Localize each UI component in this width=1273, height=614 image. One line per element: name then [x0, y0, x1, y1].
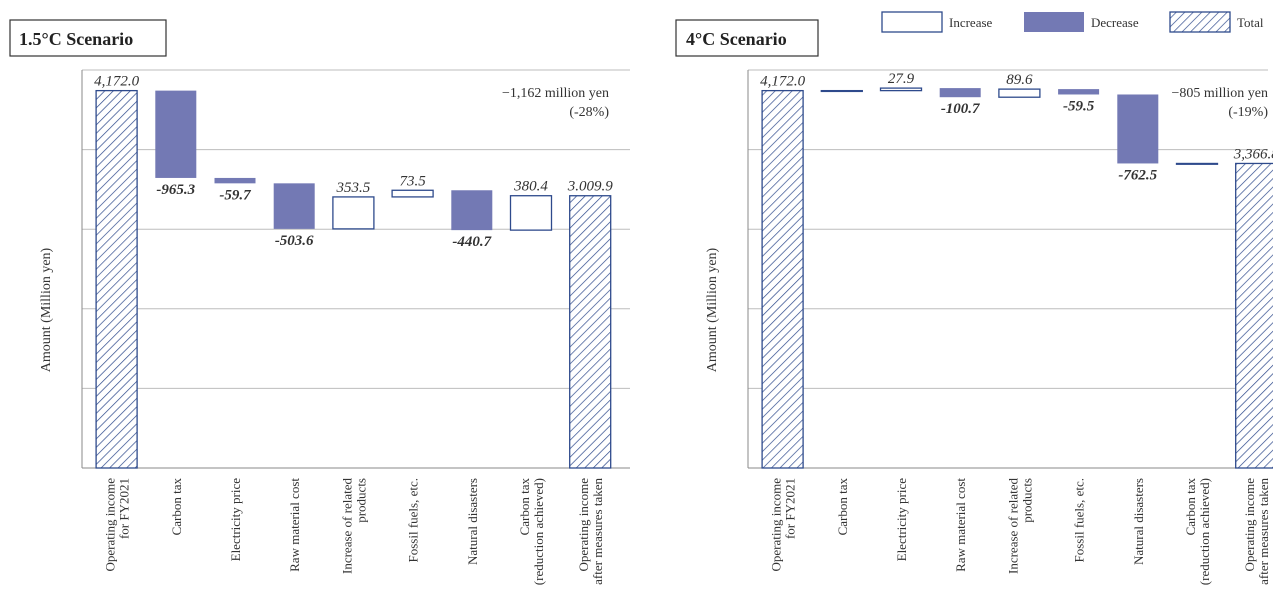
x-tick-label: Increase of related [339, 478, 354, 574]
bar-decrease [1117, 94, 1159, 164]
bar-increase [820, 89, 863, 93]
bar-decrease [451, 190, 493, 231]
x-tick-label: Carbon tax [1183, 478, 1198, 536]
chart-title-box [9, 19, 167, 57]
data-label: 353.5 [336, 180, 371, 196]
bar-increase [509, 195, 553, 231]
data-label: 4,172.0 [760, 74, 806, 90]
data-label: -440.7 [452, 234, 491, 250]
x-tick-label: Carbon tax [169, 478, 184, 536]
x-tick-label: for FY2021 [117, 478, 132, 539]
bar-increase [332, 196, 375, 230]
data-label: 73.5 [399, 173, 426, 189]
data-label: 27.9 [888, 71, 915, 87]
data-label: 89.6 [1006, 72, 1033, 88]
data-label: -59.5 [1063, 98, 1095, 114]
bar-total [569, 195, 612, 469]
data-label: 380.4 [513, 179, 548, 195]
summary-amount: −805 million yen [1171, 86, 1268, 101]
x-tick-label: Electricity price [228, 478, 243, 562]
legend-label-total: Total [1237, 15, 1264, 30]
summary-amount: −1,162 million yen [502, 86, 609, 101]
x-tick-label: Fossil fuels, etc. [406, 478, 421, 563]
x-tick-label: products [1019, 478, 1034, 523]
chart-title: 4°C Scenario [686, 29, 787, 49]
summary-percent: (-19%) [1228, 105, 1268, 120]
summary-percent: (-28%) [569, 105, 609, 120]
x-tick-label: products [353, 478, 368, 523]
data-label: -762.5 [1118, 167, 1157, 183]
x-tick-label: Operating income [769, 478, 784, 572]
legend-label-increase: Increase [949, 15, 993, 30]
x-tick-label: after measures taken [1256, 478, 1271, 585]
x-tick-labels: Operating income for FY2021 Carbon tax Elec… [103, 478, 606, 586]
x-tick-label: Natural disasters [1131, 478, 1146, 565]
legend-swatch-increase [881, 11, 943, 33]
legend-swatch-decrease [1024, 12, 1084, 32]
bar-increase [391, 189, 434, 198]
data-label: 4,172.0 [94, 74, 140, 90]
bar-increase [998, 88, 1041, 98]
x-tick-label: Carbon tax [835, 478, 850, 536]
chart-1-5c-scenario: 1.5°C Scenario −1,162 million yen (-28%)… [9, 19, 630, 586]
data-labels: 4,172.0 27.9 -100.7 89.6 -59.5 -762.5 3,366.8 [760, 71, 1273, 183]
x-tick-label: after measures taken [590, 478, 605, 585]
bar-decrease [1058, 89, 1100, 95]
bar-decrease [214, 177, 256, 184]
chart-title-box [675, 19, 819, 57]
bar-total [761, 89, 804, 469]
x-tick-label: Carbon tax [517, 478, 532, 536]
x-tick-label: Operating income [576, 478, 591, 572]
y-axis-label: Amount (Million yen) [39, 247, 54, 372]
x-tick-labels: Operating income for FY2021 Carbon tax Elec… [769, 478, 1272, 586]
bars [761, 87, 1273, 469]
x-tick-label: Operating income [103, 478, 118, 572]
x-tick-label: Electricity price [894, 478, 909, 562]
x-tick-label: for FY2021 [783, 478, 798, 539]
data-labels: 4,172.0 -965.3 -59.7 -503.6 353.5 73.5 -440.7 3… [94, 74, 613, 251]
chart-4c-scenario: 4°C Scenario −805 million yen (-19%) Amo… [675, 19, 1273, 586]
legend-label-decrease: Decrease [1091, 15, 1139, 30]
chart-title: 1.5°C Scenario [19, 29, 133, 49]
x-tick-label: (reduction achieved) [531, 478, 546, 585]
data-label: 3.009.9 [567, 179, 614, 195]
bar-increase [1175, 162, 1219, 165]
x-tick-label: Raw material cost [953, 478, 968, 572]
legend-swatch-total [1169, 11, 1231, 33]
x-tick-label: Increase of related [1005, 478, 1020, 574]
bar-decrease [155, 90, 197, 178]
legend: Increase Decrease Total [881, 11, 1264, 33]
x-tick-label: Operating income [1242, 478, 1257, 572]
bar-total [95, 89, 138, 469]
x-tick-label: (reduction achieved) [1197, 478, 1212, 585]
y-axis-label: Amount (Million yen) [705, 247, 720, 372]
bar-total [1235, 162, 1273, 469]
x-tick-label: Raw material cost [287, 478, 302, 572]
data-label: 3,366.8 [1233, 146, 1273, 162]
data-label: -965.3 [156, 182, 195, 198]
bar-increase [879, 87, 923, 92]
bar-decrease [273, 183, 315, 229]
x-tick-label: Natural disasters [465, 478, 480, 565]
data-label: -59.7 [219, 187, 251, 203]
gridlines [747, 69, 1268, 469]
data-label: -100.7 [941, 101, 980, 117]
x-tick-label: Fossil fuels, etc. [1072, 478, 1087, 563]
bars [95, 89, 612, 469]
bar-decrease [939, 88, 981, 98]
data-label: -503.6 [275, 233, 314, 249]
